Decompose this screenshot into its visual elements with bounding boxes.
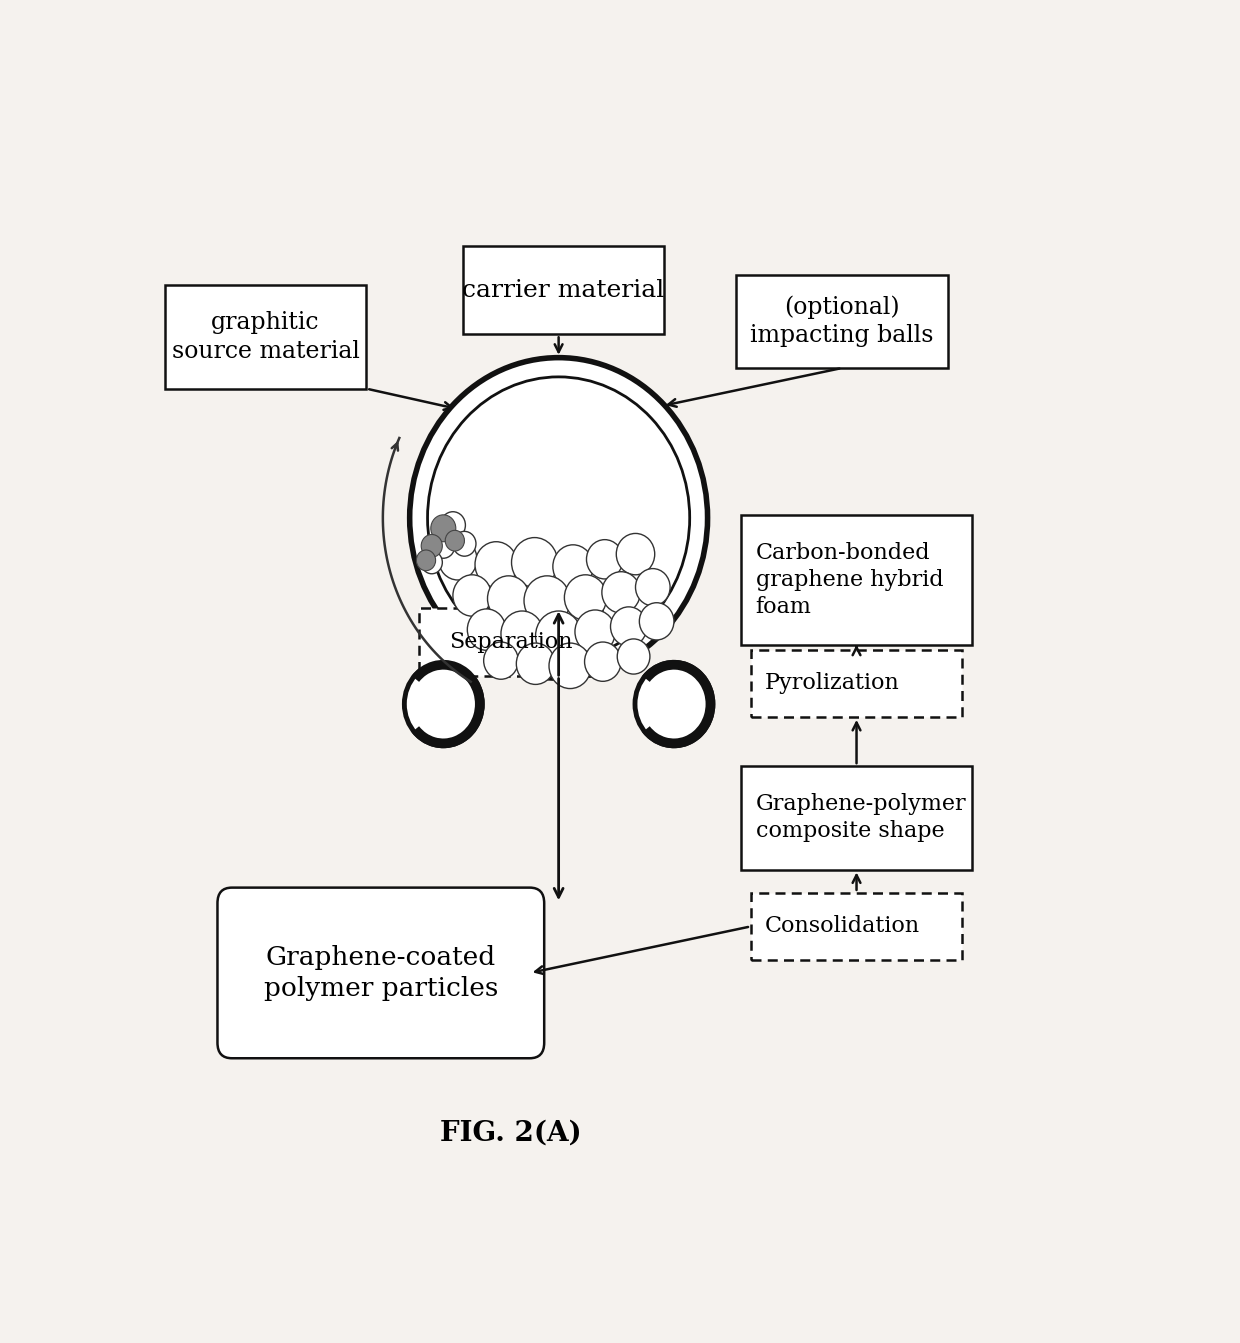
Circle shape — [467, 608, 506, 650]
Circle shape — [584, 642, 621, 681]
Circle shape — [422, 551, 443, 573]
Circle shape — [637, 665, 711, 744]
Text: graphitic
source material: graphitic source material — [171, 312, 360, 363]
Text: Graphene-coated
polymer particles: Graphene-coated polymer particles — [264, 945, 498, 1001]
Circle shape — [445, 530, 465, 551]
Circle shape — [501, 611, 543, 657]
Circle shape — [601, 572, 640, 612]
Circle shape — [635, 568, 670, 606]
FancyBboxPatch shape — [742, 766, 972, 869]
Circle shape — [439, 539, 477, 580]
Text: Graphene-polymer
composite shape: Graphene-polymer composite shape — [755, 794, 966, 842]
Circle shape — [512, 537, 558, 587]
Circle shape — [616, 533, 655, 575]
Circle shape — [549, 643, 591, 689]
Circle shape — [409, 357, 708, 678]
FancyBboxPatch shape — [165, 285, 367, 388]
Circle shape — [484, 642, 518, 680]
FancyBboxPatch shape — [737, 275, 947, 368]
Text: Separation: Separation — [449, 631, 573, 653]
Circle shape — [430, 514, 456, 541]
Text: Consolidation: Consolidation — [765, 916, 920, 937]
Circle shape — [432, 533, 455, 559]
FancyBboxPatch shape — [751, 893, 962, 960]
Text: Pyrolization: Pyrolization — [765, 673, 900, 694]
Circle shape — [564, 575, 606, 620]
Circle shape — [536, 611, 582, 661]
Text: (optional)
impacting balls: (optional) impacting balls — [750, 295, 934, 348]
Circle shape — [575, 610, 615, 654]
Circle shape — [637, 665, 711, 744]
Circle shape — [407, 665, 480, 744]
Circle shape — [487, 576, 529, 622]
Circle shape — [422, 535, 443, 557]
Circle shape — [453, 532, 476, 556]
FancyBboxPatch shape — [751, 650, 962, 717]
Circle shape — [610, 607, 647, 646]
FancyBboxPatch shape — [217, 888, 544, 1058]
FancyBboxPatch shape — [742, 516, 972, 645]
Circle shape — [453, 575, 491, 616]
Circle shape — [618, 639, 650, 674]
Circle shape — [553, 545, 593, 588]
Circle shape — [525, 576, 570, 626]
Text: FIG. 2(A): FIG. 2(A) — [440, 1120, 582, 1147]
Circle shape — [640, 603, 675, 641]
FancyBboxPatch shape — [463, 247, 665, 334]
FancyBboxPatch shape — [419, 608, 601, 676]
Circle shape — [516, 643, 554, 685]
Circle shape — [587, 540, 622, 579]
Circle shape — [428, 377, 689, 659]
Text: carrier material: carrier material — [463, 279, 665, 302]
Circle shape — [440, 512, 465, 539]
Circle shape — [475, 541, 517, 587]
Circle shape — [417, 551, 435, 571]
Text: Carbon-bonded
graphene hybrid
foam: Carbon-bonded graphene hybrid foam — [755, 541, 944, 618]
Circle shape — [407, 665, 480, 744]
